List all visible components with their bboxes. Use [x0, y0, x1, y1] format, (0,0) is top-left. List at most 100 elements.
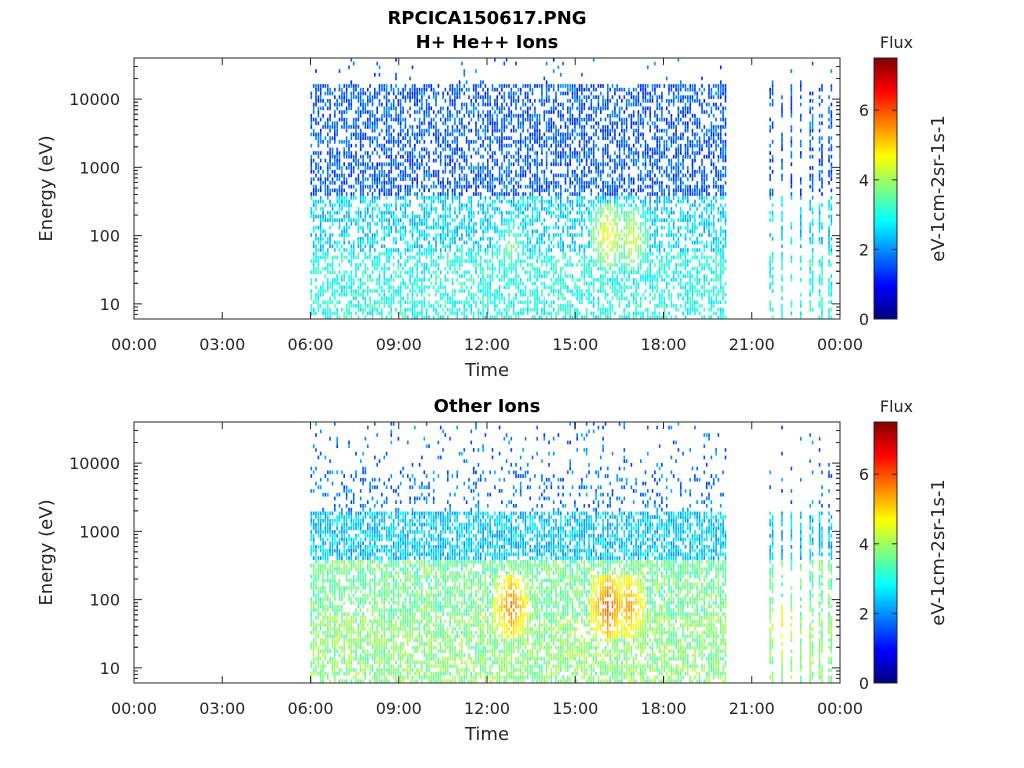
- spectrogram-cell: [541, 147, 543, 152]
- spectrogram-cell: [465, 278, 468, 282]
- spectrogram-cell: [637, 132, 640, 137]
- spectrogram-cell: [345, 95, 348, 99]
- spectrogram-cell: [534, 84, 536, 88]
- spectrogram-cell: [416, 244, 418, 249]
- spectrogram-cell: [430, 255, 433, 260]
- spectrogram-cell: [350, 166, 353, 170]
- spectrogram-cell: [399, 162, 402, 167]
- spectrogram-cell: [555, 192, 557, 196]
- spectrogram-cell: [595, 162, 597, 167]
- spectrogram-cell: [571, 222, 574, 226]
- spectrogram-cell: [630, 218, 633, 222]
- spectrogram-cell: [402, 136, 404, 140]
- spectrogram-cell: [428, 248, 430, 252]
- spectrogram-cell: [515, 266, 517, 271]
- spectrogram-cell: [578, 113, 581, 118]
- spectrogram-cell: [331, 285, 334, 290]
- spectrogram-cell: [527, 128, 529, 133]
- spectrogram-cell: [616, 222, 618, 226]
- spectrogram-cell: [571, 151, 574, 155]
- spectrogram-cell: [414, 84, 416, 88]
- spectrogram-cell: [348, 65, 350, 70]
- spectrogram-cell: [454, 102, 456, 107]
- spectrogram-cell: [637, 136, 640, 140]
- spectrogram-cell: [588, 266, 590, 271]
- spectrogram-cell: [616, 196, 618, 200]
- spectrogram-cell: [411, 266, 414, 271]
- spectrogram-cell: [345, 151, 348, 155]
- spectrogram-cell: [590, 237, 593, 241]
- spectrogram-cell: [327, 140, 329, 144]
- spectrogram-cell: [421, 222, 423, 226]
- spectrogram-cell: [557, 225, 560, 230]
- spectrogram-cell: [501, 278, 503, 282]
- spectrogram-cell: [501, 106, 503, 111]
- spectrogram-cell: [531, 181, 534, 185]
- spectrogram-cell: [489, 113, 491, 118]
- spectrogram-cell: [357, 136, 360, 140]
- spectrogram-cell: [531, 266, 534, 271]
- spectrogram-cell: [444, 304, 447, 308]
- spectrogram-cell: [395, 177, 397, 181]
- spectrogram-cell: [510, 91, 513, 96]
- spectrogram-cell: [552, 173, 555, 178]
- spectrogram-cell: [588, 300, 590, 305]
- spectrogram-cell: [607, 251, 609, 256]
- spectrogram-cell: [355, 117, 357, 122]
- spectrogram-cell: [367, 285, 369, 290]
- spectrogram-cell: [512, 266, 515, 271]
- spectrogram-cell: [428, 278, 430, 282]
- spectrogram-cell: [442, 222, 444, 226]
- spectrogram-cell: [524, 117, 527, 122]
- spectrogram-cell: [409, 125, 411, 129]
- spectrogram-cell: [534, 251, 536, 256]
- spectrogram-cell: [524, 233, 527, 237]
- spectrogram-cell: [600, 263, 602, 267]
- spectrogram-cell: [578, 102, 581, 107]
- spectrogram-cell: [439, 196, 442, 200]
- spectrogram-cell: [489, 181, 491, 185]
- spectrogram-cell: [616, 289, 618, 293]
- spectrogram-cell: [602, 210, 604, 215]
- spectrogram-cell: [397, 166, 400, 170]
- spectrogram-cell: [489, 121, 491, 126]
- spectrogram-cell: [567, 166, 569, 170]
- spectrogram-cell: [336, 166, 338, 170]
- spectrogram-cell: [449, 95, 451, 99]
- spectrogram-cell: [355, 274, 357, 278]
- spectrogram-cell: [317, 255, 320, 260]
- spectrogram-cell: [331, 203, 334, 208]
- spectrogram-cell: [552, 281, 555, 286]
- spectrogram-cell: [529, 274, 531, 278]
- spectrogram-cell: [322, 140, 324, 144]
- spectrogram-cell: [421, 289, 423, 293]
- spectrogram-cell: [640, 296, 642, 301]
- spectrogram-cell: [576, 251, 578, 256]
- spectrogram-cell: [388, 203, 390, 208]
- spectrogram-cell: [529, 300, 531, 305]
- spectrogram-cell: [632, 214, 635, 219]
- spectrogram-cell: [557, 296, 560, 301]
- spectrogram-cell: [534, 132, 536, 137]
- spectrogram-cell: [397, 289, 400, 293]
- spectrogram-cell: [454, 266, 456, 271]
- spectrogram-cell: [432, 225, 435, 230]
- spectrogram-cell: [348, 304, 350, 308]
- spectrogram-cell: [315, 184, 317, 189]
- spectrogram-cell: [378, 263, 381, 267]
- spectrogram-cell: [367, 110, 369, 114]
- spectrogram-cell: [543, 233, 546, 237]
- spectrogram-cell: [625, 237, 628, 241]
- spectrogram-cell: [456, 315, 458, 319]
- spectrogram-cell: [428, 132, 430, 137]
- spectrogram-cell: [588, 210, 590, 215]
- spectrogram-cell: [439, 181, 442, 185]
- spectrogram-cell: [517, 244, 520, 249]
- spectrogram-cell: [590, 203, 593, 208]
- spectrogram-cell: [374, 136, 376, 140]
- spectrogram-cell: [388, 154, 390, 159]
- spectrogram-cell: [487, 251, 489, 256]
- spectrogram-cell: [331, 292, 334, 297]
- spectrogram-cell: [529, 222, 531, 226]
- spectrogram-cell: [369, 214, 371, 219]
